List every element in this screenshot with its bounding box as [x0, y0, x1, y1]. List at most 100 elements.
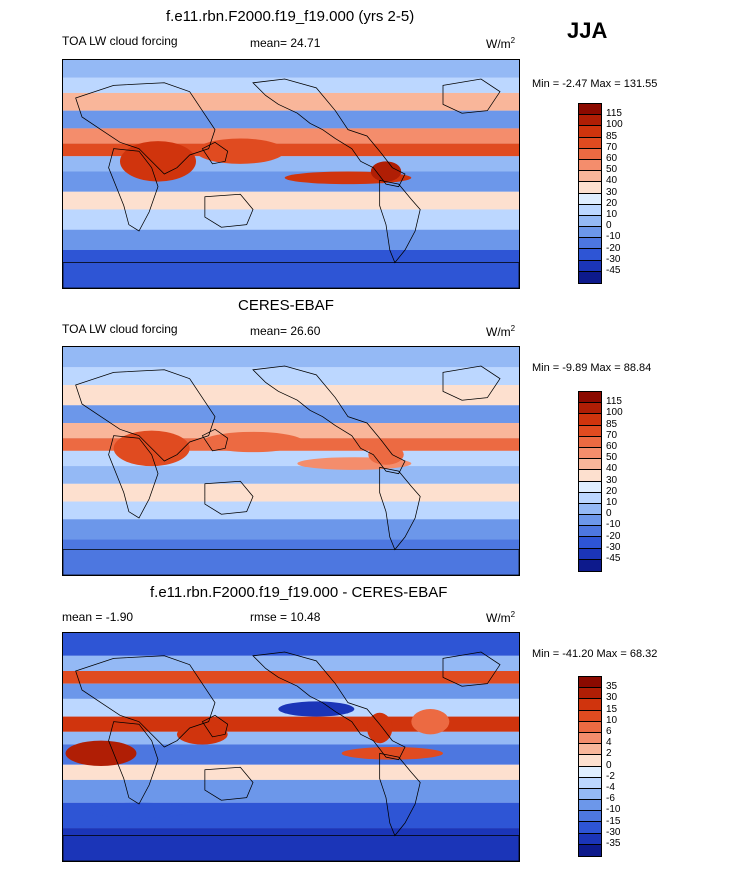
colorbar-swatch: [579, 425, 601, 437]
colorbar-tick-label: 50: [606, 452, 618, 464]
colorbar-tick-label: 10: [606, 714, 618, 726]
colorbar-tick-label: 10: [606, 209, 618, 220]
colorbar-tick-label: 6: [606, 726, 612, 737]
colorbar-swatch: [579, 403, 601, 415]
season-label: JJA: [567, 18, 608, 43]
panel-3-units: W/m2: [486, 610, 516, 625]
panel-3-rmse: rmse = 10.48: [250, 610, 321, 624]
panel-3-title: f.e11.rbn.F2000.f19_f19.000 - CERES-EBAF: [150, 584, 448, 601]
colorbar-tick-label: -10: [606, 804, 621, 816]
colorbar-tick-label: 100: [606, 119, 623, 131]
colorbar-swatch: [579, 688, 601, 700]
colorbar-swatch: [579, 766, 601, 778]
panel-2-mean: mean= 26.60: [250, 324, 321, 338]
colorbar-tick-label: -20: [606, 530, 621, 542]
panel-1-mean: mean= 24.71: [250, 36, 321, 50]
colorbar-swatch: [579, 215, 601, 228]
colorbar-swatch: [579, 115, 601, 127]
colorbar-tick-label: -10: [606, 231, 621, 243]
colorbar-tick-label: 4: [606, 737, 612, 749]
colorbar-tick-label: 0: [606, 508, 612, 520]
panel-1-colorbar: [578, 103, 602, 284]
colorbar-swatch: [579, 559, 601, 571]
colorbar-swatch: [579, 148, 601, 160]
colorbar-swatch: [579, 271, 601, 283]
colorbar-swatch: [579, 414, 601, 426]
colorbar-tick-label: -30: [606, 826, 621, 838]
colorbar-tick-label: 50: [606, 164, 618, 176]
colorbar-tick-label: 85: [606, 130, 618, 142]
panel-2-colorbar: [578, 391, 602, 572]
panel-3-colorbar: [578, 676, 602, 857]
colorbar-swatch: [579, 470, 601, 482]
colorbar-swatch: [579, 721, 601, 733]
colorbar-swatch: [579, 227, 601, 239]
panel-1-units: W/m2: [486, 36, 516, 51]
colorbar-swatch: [579, 249, 601, 261]
colorbar-tick-label: -4: [606, 782, 615, 793]
colorbar-swatch: [579, 822, 601, 834]
colorbar-swatch: [579, 526, 601, 538]
colorbar-swatch: [579, 104, 601, 116]
colorbar-swatch: [579, 537, 601, 549]
panel-1-title: f.e11.rbn.F2000.f19_f19.000 (yrs 2-5): [166, 8, 415, 25]
panel-2-minmax: Min = -9.89 Max = 88.84: [532, 362, 652, 374]
panel-3-mean: mean = -1.90: [62, 610, 134, 624]
colorbar-swatch: [579, 503, 601, 516]
colorbar-swatch: [579, 238, 601, 250]
colorbar-swatch: [579, 159, 601, 172]
colorbar-tick-label: 15: [606, 703, 618, 715]
panel-3-minmax: Min = -41.20 Max = 68.32: [532, 648, 658, 660]
colorbar-tick-label: 70: [606, 429, 618, 441]
colorbar-tick-label: 85: [606, 418, 618, 430]
colorbar-tick-label: 60: [606, 153, 618, 164]
colorbar-tick-label: 30: [606, 186, 618, 198]
panel-2-units: W/m2: [486, 324, 516, 339]
colorbar-swatch: [579, 732, 601, 745]
colorbar-tick-label: -6: [606, 793, 615, 805]
colorbar-tick-label: 30: [606, 474, 618, 486]
colorbar-swatch: [579, 137, 601, 149]
colorbar-tick-label: -20: [606, 242, 621, 254]
colorbar-tick-label: 60: [606, 441, 618, 452]
colorbar-tick-label: 20: [606, 485, 618, 497]
panel-2-map: [62, 346, 520, 576]
colorbar-swatch: [579, 481, 601, 493]
colorbar-tick-label: 30: [606, 692, 618, 704]
colorbar-tick-label: -30: [606, 253, 621, 265]
colorbar-swatch: [579, 788, 601, 801]
colorbar-swatch: [579, 777, 601, 789]
colorbar-swatch: [579, 193, 601, 205]
colorbar-tick-label: 115: [606, 108, 622, 120]
colorbar-swatch: [579, 204, 601, 216]
colorbar-tick-label: 20: [606, 197, 618, 209]
panel-3-map: [62, 632, 520, 862]
colorbar-swatch: [579, 459, 601, 471]
colorbar-swatch: [579, 699, 601, 711]
colorbar-swatch: [579, 755, 601, 767]
colorbar-tick-label: -35: [606, 838, 621, 849]
colorbar-tick-label: 100: [606, 407, 623, 419]
colorbar-tick-label: -30: [606, 541, 621, 553]
colorbar-tick-label: 35: [606, 681, 618, 693]
colorbar-swatch: [579, 833, 601, 845]
colorbar-tick-label: 70: [606, 141, 618, 153]
panel-1-map: [62, 59, 520, 289]
colorbar-tick-label: 0: [606, 220, 612, 232]
colorbar-tick-label: -45: [606, 553, 621, 564]
colorbar-tick-label: 115: [606, 396, 622, 408]
colorbar-swatch: [579, 710, 601, 722]
colorbar-tick-label: 40: [606, 463, 618, 475]
panel-1-minmax: Min = -2.47 Max = 131.55: [532, 78, 658, 90]
colorbar-swatch: [579, 436, 601, 448]
colorbar-swatch: [579, 677, 601, 689]
colorbar-tick-label: -2: [606, 770, 615, 782]
colorbar-swatch: [579, 126, 601, 138]
colorbar-tick-label: 40: [606, 175, 618, 187]
colorbar-swatch: [579, 392, 601, 404]
colorbar-swatch: [579, 548, 601, 560]
colorbar-tick-label: 0: [606, 759, 612, 771]
colorbar-tick-label: -15: [606, 815, 621, 827]
colorbar-swatch: [579, 182, 601, 194]
colorbar-tick-label: 2: [606, 748, 612, 760]
